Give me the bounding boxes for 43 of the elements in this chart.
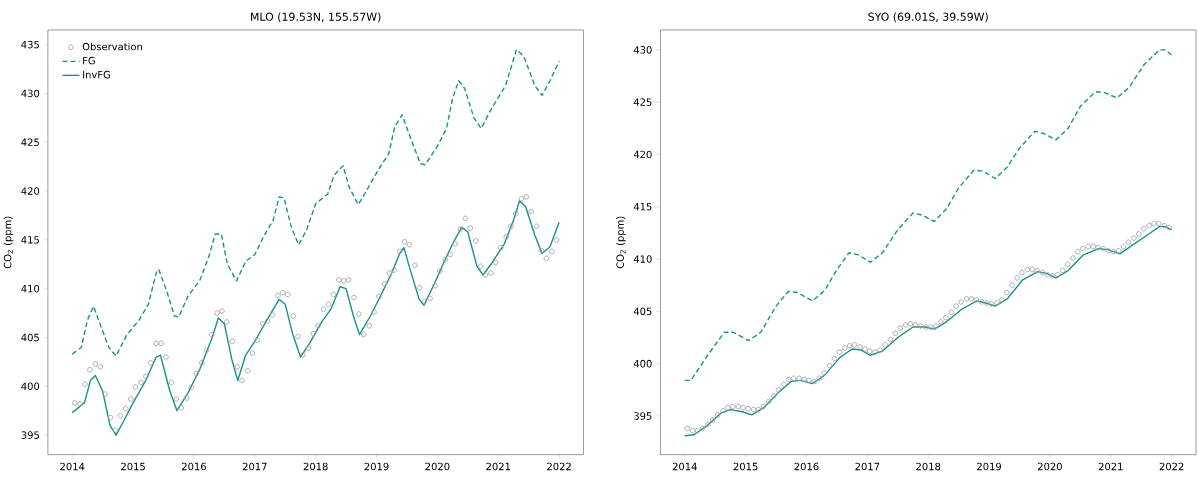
y-tick-label: 400: [633, 360, 652, 368]
y-tick-label: 405: [633, 307, 652, 316]
legend-label: FG: [83, 57, 95, 65]
x-tick-label: 2019: [364, 462, 389, 471]
x-tick-label: 2015: [121, 462, 145, 471]
x-tick-label: 2017: [855, 462, 880, 471]
chart-title: MLO (19.53N, 155.57W): [251, 12, 381, 23]
legend-label: InvFG: [83, 71, 110, 79]
x-tick-label: 2015: [733, 462, 758, 471]
y-axis-title: CO$_{2}$ (ppm): [3, 216, 14, 269]
x-tick-label: 2021: [486, 462, 511, 471]
chart-title: SYO (69.01S, 39.59W): [868, 12, 988, 23]
x-tick-label: 2020: [1037, 462, 1062, 471]
y-tick-label: 435: [21, 41, 39, 49]
legend-label: Observation: [82, 42, 142, 51]
y-tick-label: 420: [633, 150, 652, 159]
y-tick-label: 405: [21, 333, 39, 342]
y-tick-label: 410: [633, 255, 652, 263]
y-tick-label: 395: [634, 412, 652, 420]
x-tick-label: 2017: [242, 462, 267, 471]
x-tick-label: 2021: [1098, 462, 1123, 471]
y-tick-label: 420: [21, 187, 40, 196]
y-tick-label: 400: [21, 382, 40, 391]
x-tick-label: 2018: [916, 462, 941, 471]
x-tick-label: 2018: [303, 462, 328, 471]
line-series: [684, 49, 1173, 382]
x-tick-label: 2014: [60, 462, 85, 471]
y-tick-label: 425: [633, 98, 652, 107]
x-tick-label: 2022: [1159, 462, 1184, 471]
y-tick-label: 415: [633, 203, 652, 211]
y-tick-label: 415: [21, 236, 39, 244]
x-tick-label: 2016: [794, 462, 819, 471]
y-tick-label: 395: [21, 431, 39, 440]
x-tick-label: 2020: [425, 462, 450, 471]
y-tick-label: 425: [21, 138, 39, 147]
x-tick-label: 2022: [547, 462, 571, 471]
y-tick-label: 430: [633, 46, 652, 54]
x-tick-label: 2019: [977, 462, 1002, 471]
y-tick-label: 410: [21, 285, 40, 293]
y-tick-label: 430: [21, 89, 40, 98]
y-axis-title: CO$_{2}$ (ppm): [616, 216, 626, 269]
x-tick-label: 2014: [672, 462, 697, 471]
x-tick-label: 2016: [182, 462, 206, 471]
